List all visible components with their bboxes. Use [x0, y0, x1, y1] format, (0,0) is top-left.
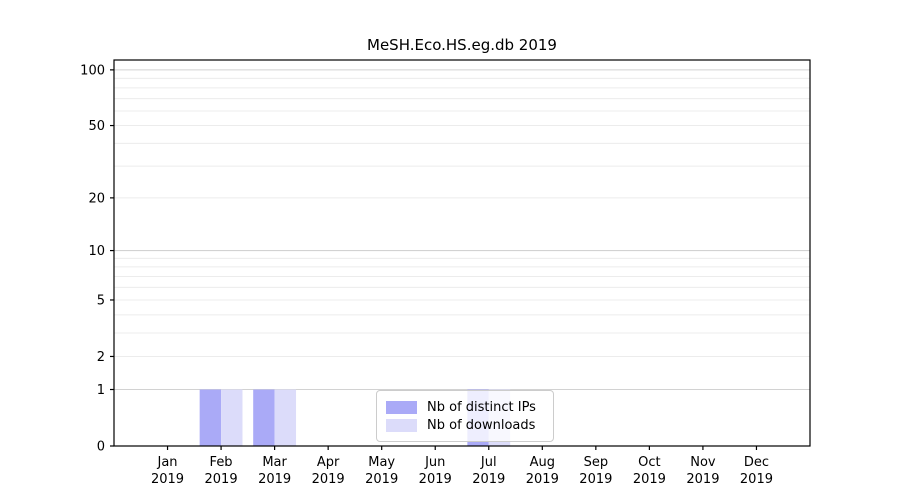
y-axis-tick-label: 20	[88, 191, 105, 206]
x-axis-tick-label-year: 2019	[633, 472, 666, 487]
x-axis-tick-label-month: Oct	[638, 455, 660, 470]
x-axis-tick-label-month: Feb	[210, 455, 233, 470]
x-axis-tick-label-month: Aug	[530, 455, 555, 470]
y-axis-tick-label: 0	[97, 440, 105, 455]
x-axis-tick-label-year: 2019	[365, 472, 398, 487]
y-axis-tick-label: 2	[97, 350, 105, 365]
legend-swatch-distinct-ips	[386, 400, 417, 414]
legend-label-downloads: Nb of downloads	[427, 417, 536, 433]
y-axis-tick-label: 5	[97, 293, 105, 308]
x-axis-tick-label-month: Dec	[744, 455, 769, 470]
x-axis-tick-label-year: 2019	[151, 472, 184, 487]
x-axis-tick-label-year: 2019	[419, 472, 452, 487]
legend-label-distinct-ips: Nb of distinct IPs	[427, 399, 536, 415]
x-axis-tick-label-month: Mar	[262, 455, 287, 470]
y-axis-tick-label: 1	[97, 383, 105, 398]
x-axis-tick-label-year: 2019	[686, 472, 719, 487]
x-axis-tick-label-year: 2019	[472, 472, 505, 487]
x-axis-tick-label-month: May	[368, 455, 395, 470]
y-axis-tick-label: 50	[88, 119, 105, 134]
x-axis-tick-label-year: 2019	[579, 472, 612, 487]
legend: Nb of distinct IPs Nb of downloads	[376, 390, 554, 442]
legend-swatch-downloads	[386, 418, 417, 432]
x-axis-tick-label-month: Jul	[480, 455, 497, 470]
x-axis-tick-label-year: 2019	[258, 472, 291, 487]
x-axis-tick-label-year: 2019	[312, 472, 345, 487]
bar-distinct-ips-mar	[253, 389, 275, 446]
x-axis-tick-label-month: Jan	[157, 455, 178, 470]
x-axis-tick-label-year: 2019	[205, 472, 238, 487]
x-axis-tick-label-month: Apr	[317, 455, 340, 470]
chart-title: MeSH.Eco.HS.eg.db 2019	[367, 36, 557, 54]
x-axis-tick-label-month: Sep	[584, 455, 609, 470]
x-axis-tick-label-month: Nov	[690, 455, 716, 470]
x-axis-tick-label-year: 2019	[740, 472, 773, 487]
plot-border	[113, 59, 811, 447]
bar-downloads-feb	[221, 389, 243, 446]
bar-downloads-mar	[274, 389, 297, 446]
y-axis-tick-label: 10	[88, 244, 105, 259]
bar-distinct-ips-feb	[199, 389, 222, 446]
legend-entry-distinct-ips: Nb of distinct IPs	[386, 399, 553, 415]
x-axis-tick-label-year: 2019	[526, 472, 559, 487]
x-axis-tick-label-month: Jun	[424, 455, 445, 470]
legend-entry-downloads: Nb of downloads	[386, 417, 553, 433]
y-axis-tick-label: 100	[80, 63, 105, 78]
